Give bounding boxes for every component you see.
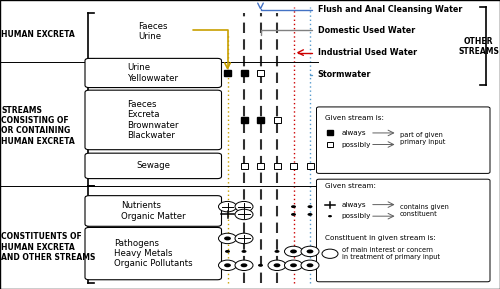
- Text: Given stream is:: Given stream is:: [325, 115, 384, 121]
- Text: Stormwater: Stormwater: [318, 70, 371, 79]
- Circle shape: [301, 260, 319, 271]
- Text: possibly: possibly: [342, 213, 371, 219]
- Text: CONSTITUENTS OF
HUMAN EXCRETA
AND OTHER STREAMS: CONSTITUENTS OF HUMAN EXCRETA AND OTHER …: [1, 232, 96, 262]
- Circle shape: [235, 209, 253, 220]
- Text: Constituent in given stream is:: Constituent in given stream is:: [325, 235, 436, 241]
- Circle shape: [224, 236, 231, 240]
- Circle shape: [308, 213, 312, 216]
- FancyBboxPatch shape: [85, 196, 222, 226]
- Circle shape: [235, 201, 253, 212]
- FancyBboxPatch shape: [316, 179, 490, 282]
- Circle shape: [290, 263, 297, 267]
- Text: STREAMS
CONSISTING OF
OR CONTAINING
HUMAN EXCRETA: STREAMS CONSISTING OF OR CONTAINING HUMA…: [1, 105, 75, 146]
- FancyBboxPatch shape: [85, 58, 222, 88]
- Circle shape: [218, 233, 236, 244]
- Bar: [290, 163, 297, 169]
- Bar: [224, 70, 231, 76]
- Bar: [306, 163, 314, 169]
- Circle shape: [258, 264, 263, 267]
- Text: Nutrients
Organic Matter: Nutrients Organic Matter: [121, 201, 186, 221]
- Text: always: always: [342, 130, 366, 136]
- Bar: [240, 70, 248, 76]
- Bar: [257, 163, 264, 169]
- Circle shape: [291, 213, 296, 216]
- Text: Urine
Yellowwater: Urine Yellowwater: [128, 63, 179, 83]
- Circle shape: [301, 246, 319, 257]
- Circle shape: [224, 263, 231, 267]
- Circle shape: [328, 215, 332, 217]
- Text: Given stream:: Given stream:: [325, 183, 376, 189]
- Circle shape: [284, 260, 302, 271]
- Text: possibly: possibly: [342, 142, 371, 147]
- Circle shape: [235, 260, 253, 271]
- Circle shape: [274, 263, 280, 267]
- Text: part of given
primary input: part of given primary input: [400, 132, 446, 145]
- Text: always: always: [342, 202, 366, 208]
- Circle shape: [218, 201, 236, 212]
- FancyBboxPatch shape: [85, 90, 222, 150]
- Bar: [240, 163, 248, 169]
- Text: OTHER
STREAMS: OTHER STREAMS: [458, 36, 499, 56]
- Text: HUMAN EXCRETA: HUMAN EXCRETA: [1, 30, 75, 39]
- Text: Faeces
Urine: Faeces Urine: [138, 22, 168, 42]
- FancyBboxPatch shape: [316, 107, 490, 173]
- Text: Industrial Used Water: Industrial Used Water: [318, 48, 416, 57]
- Bar: [274, 163, 280, 169]
- Text: Faeces
Excreta
Brownwater
Blackwater: Faeces Excreta Brownwater Blackwater: [128, 100, 179, 140]
- FancyBboxPatch shape: [85, 153, 222, 179]
- Text: Sewage: Sewage: [136, 161, 170, 171]
- Circle shape: [218, 260, 236, 271]
- Circle shape: [322, 249, 338, 258]
- Circle shape: [268, 260, 286, 271]
- Circle shape: [308, 205, 312, 208]
- Bar: [274, 117, 280, 123]
- Circle shape: [225, 250, 230, 253]
- Text: Domestic Used Water: Domestic Used Water: [318, 25, 415, 35]
- Circle shape: [291, 205, 296, 208]
- Text: contains given
constituent: contains given constituent: [400, 204, 449, 217]
- Circle shape: [240, 263, 248, 267]
- Bar: [328, 130, 333, 136]
- Text: Flush and Anal Cleansing Water: Flush and Anal Cleansing Water: [318, 5, 462, 14]
- Circle shape: [242, 250, 246, 253]
- Circle shape: [274, 250, 280, 253]
- FancyBboxPatch shape: [85, 227, 222, 280]
- Circle shape: [284, 246, 302, 257]
- Circle shape: [235, 233, 253, 244]
- Circle shape: [290, 249, 297, 253]
- Text: Pathogens
Heavy Metals
Organic Pollutants: Pathogens Heavy Metals Organic Pollutant…: [114, 239, 192, 268]
- Bar: [257, 70, 264, 76]
- Circle shape: [306, 249, 314, 253]
- Bar: [240, 117, 248, 123]
- Bar: [89, 16, 218, 48]
- Bar: [328, 142, 333, 147]
- Circle shape: [306, 263, 314, 267]
- Text: of main interest or concern
in treatment of primary input: of main interest or concern in treatment…: [342, 247, 440, 260]
- Bar: [257, 117, 264, 123]
